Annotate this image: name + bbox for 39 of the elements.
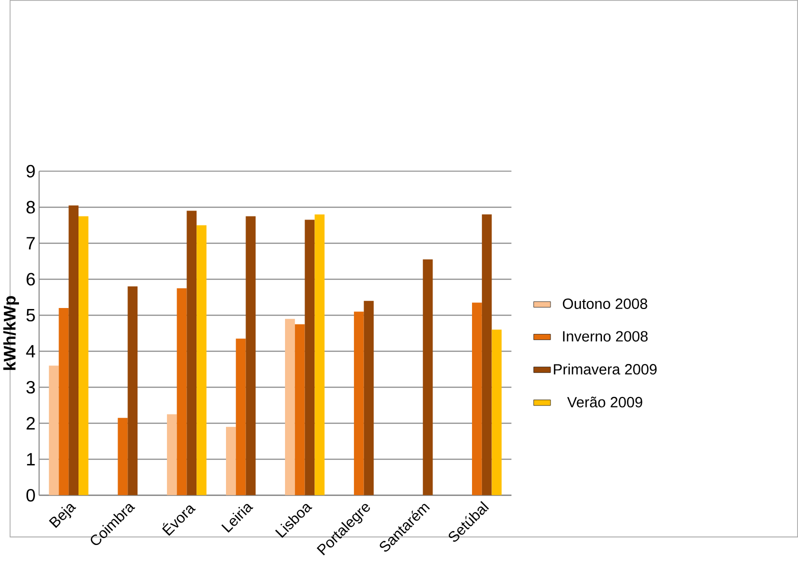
bar xyxy=(118,418,128,496)
bar xyxy=(226,426,236,496)
y-tick-label: 4 xyxy=(26,345,36,358)
bar xyxy=(186,210,197,496)
bar xyxy=(78,216,88,496)
y-axis-title: kWh/kWp xyxy=(3,296,19,370)
bar xyxy=(246,216,256,496)
bar xyxy=(304,220,315,496)
legend-label: Primavera 2009 xyxy=(554,364,657,375)
bar xyxy=(196,225,206,496)
y-tick-label: 1 xyxy=(27,453,35,466)
legend-label: Outono 2008 xyxy=(562,298,648,309)
y-tick-label: 7 xyxy=(26,237,35,250)
bar xyxy=(364,300,374,496)
y-tick-label: 2 xyxy=(26,417,35,430)
bar xyxy=(314,214,325,496)
bar xyxy=(492,330,502,496)
bar xyxy=(422,259,433,496)
y-tick-label: 6 xyxy=(26,272,35,286)
bar xyxy=(176,288,187,496)
bar xyxy=(294,324,305,496)
bar xyxy=(58,308,69,496)
y-tick-label: 5 xyxy=(26,309,35,322)
legend-label: Inverno 2008 xyxy=(563,331,648,342)
bar xyxy=(68,205,79,496)
bar xyxy=(128,286,138,496)
y-tick-label: 0 xyxy=(26,488,35,502)
bar xyxy=(166,414,177,496)
bar xyxy=(48,366,59,496)
bar xyxy=(236,338,246,496)
bar xyxy=(354,312,364,496)
bar xyxy=(285,318,295,496)
y-tick-label: 8 xyxy=(26,200,35,214)
y-tick-label: 9 xyxy=(26,164,35,178)
bar xyxy=(472,302,482,496)
y-tick-label: 3 xyxy=(26,380,35,394)
x-tick-label: Beja xyxy=(48,504,76,528)
bar xyxy=(482,214,492,496)
legend-label: Verão 2009 xyxy=(567,396,642,408)
